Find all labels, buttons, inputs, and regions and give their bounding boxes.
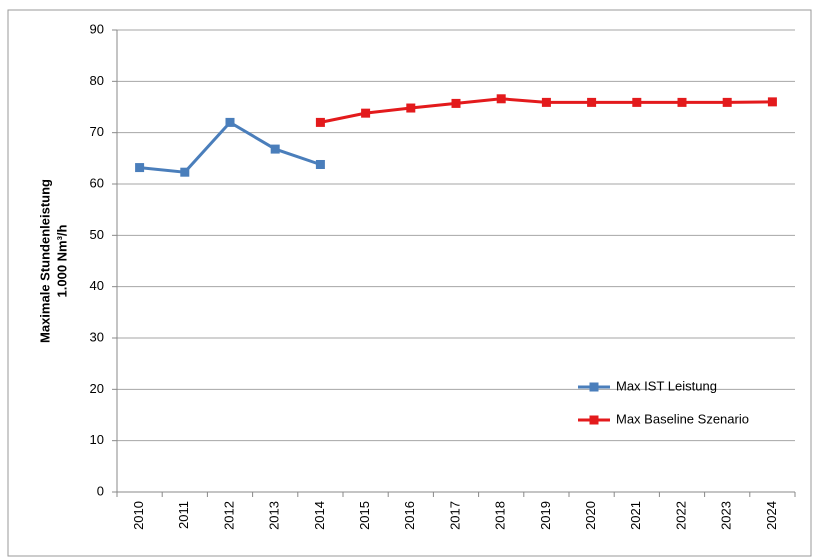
x-tick-label: 2017 — [447, 501, 462, 530]
chart-frame — [7, 9, 812, 557]
x-tick-label: 2019 — [538, 501, 553, 530]
data-point — [767, 97, 777, 107]
data-point — [722, 97, 732, 107]
y-tick-label: 80 — [90, 73, 104, 88]
x-tick-label: 2022 — [673, 501, 688, 530]
data-point — [541, 97, 551, 107]
y-axis-label: 1.000 Nm³/h — [54, 224, 69, 297]
legend-marker — [589, 415, 599, 425]
y-tick-label: 20 — [90, 381, 104, 396]
legend-label: Max IST Leistung — [616, 378, 717, 393]
data-point — [270, 144, 280, 154]
y-tick-label: 10 — [90, 432, 104, 447]
x-tick-label: 2015 — [357, 501, 372, 530]
x-tick-label: 2020 — [583, 501, 598, 530]
y-tick-label: 90 — [90, 21, 104, 36]
data-point — [315, 159, 325, 169]
data-point — [496, 94, 506, 104]
data-point — [361, 108, 371, 118]
x-tick-label: 2023 — [719, 501, 734, 530]
x-tick-label: 2024 — [764, 501, 779, 530]
y-tick-label: 0 — [97, 483, 104, 498]
x-tick-label: 2011 — [176, 501, 191, 529]
data-point — [406, 103, 416, 113]
x-tick-label: 2021 — [628, 501, 643, 530]
y-tick-label: 60 — [90, 175, 104, 190]
y-tick-label: 40 — [90, 278, 104, 293]
data-point — [632, 97, 642, 107]
legend-label: Max Baseline Szenario — [616, 411, 749, 426]
series-line — [139, 120, 321, 174]
y-axis-label: Maximale Stundenleistung — [37, 179, 52, 343]
data-point — [180, 167, 190, 177]
data-point — [135, 163, 145, 173]
x-tick-label: 2013 — [267, 501, 282, 530]
legend-marker — [589, 382, 599, 392]
data-point — [677, 97, 687, 107]
y-tick-label: 30 — [90, 329, 104, 344]
x-tick-label: 2016 — [402, 501, 417, 530]
x-tick-label: 2014 — [312, 501, 327, 530]
x-tick-label: 2012 — [221, 501, 236, 530]
y-tick-label: 50 — [90, 227, 104, 242]
data-point — [315, 117, 325, 127]
y-tick-label: 70 — [90, 124, 104, 139]
data-point — [587, 97, 597, 107]
x-tick-label: 2018 — [493, 501, 508, 530]
data-point — [451, 98, 461, 108]
data-point — [225, 117, 235, 127]
x-tick-label: 2010 — [131, 501, 146, 530]
